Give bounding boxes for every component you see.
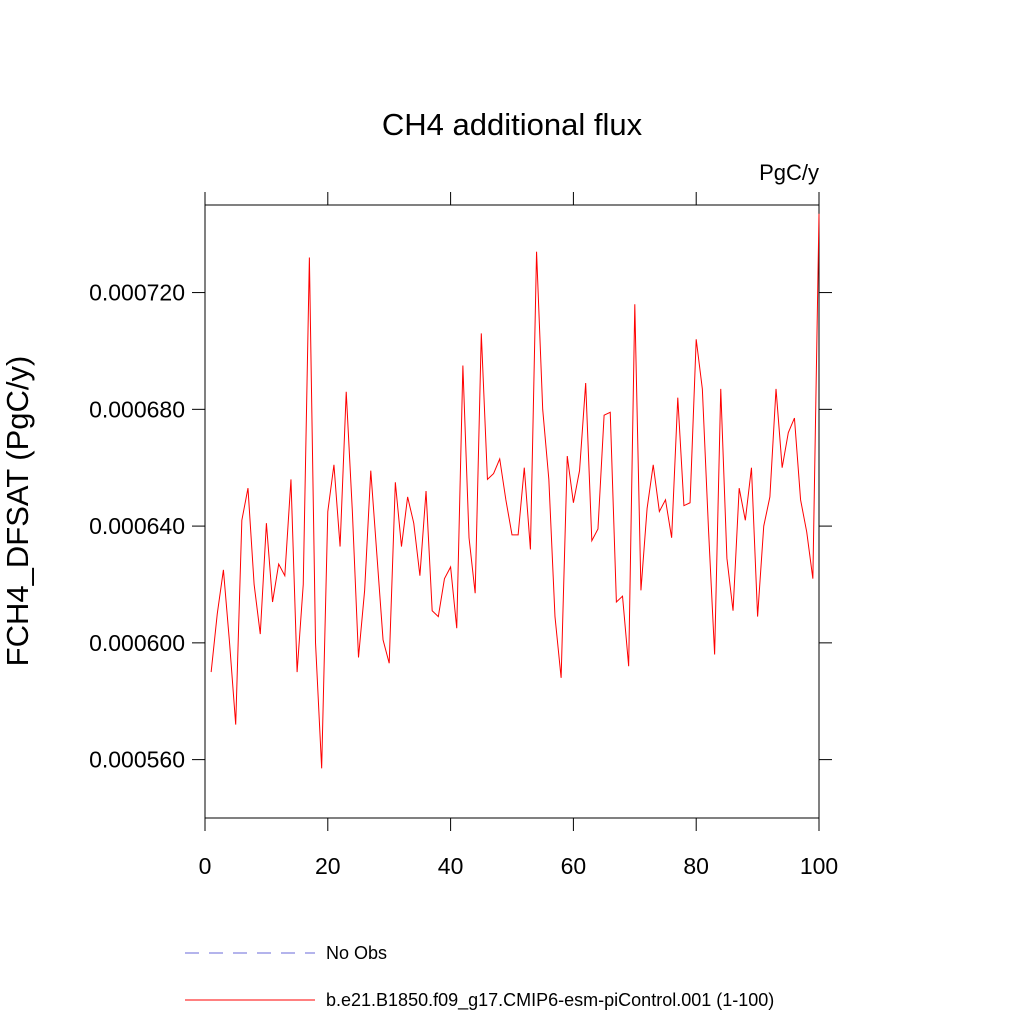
- y-tick-label: 0.000680: [89, 396, 185, 422]
- x-tick-label: 0: [199, 853, 212, 879]
- legend-label: No Obs: [326, 943, 387, 963]
- data-line: [210, 213, 820, 769]
- y-tick-label: 0.000600: [89, 630, 185, 656]
- plot-frame: [204, 204, 820, 819]
- x-tick-label: 40: [438, 853, 464, 879]
- units-label: PgC/y: [759, 160, 819, 185]
- x-tick-label: 60: [561, 853, 587, 879]
- x-tick-label: 80: [683, 853, 709, 879]
- y-tick-label: 0.000560: [89, 747, 185, 773]
- chart-title: CH4 additional flux: [382, 107, 643, 142]
- legend-label: b.e21.B1850.f09_g17.CMIP6-esm-piControl.…: [326, 990, 774, 1011]
- y-tick-label: 0.000640: [89, 513, 185, 539]
- x-tick-label: 100: [800, 853, 838, 879]
- y-axis-label: FCH4_DFSAT (PgC/y): [0, 356, 35, 667]
- y-tick-label: 0.000720: [89, 280, 185, 306]
- x-tick-label: 20: [315, 853, 341, 879]
